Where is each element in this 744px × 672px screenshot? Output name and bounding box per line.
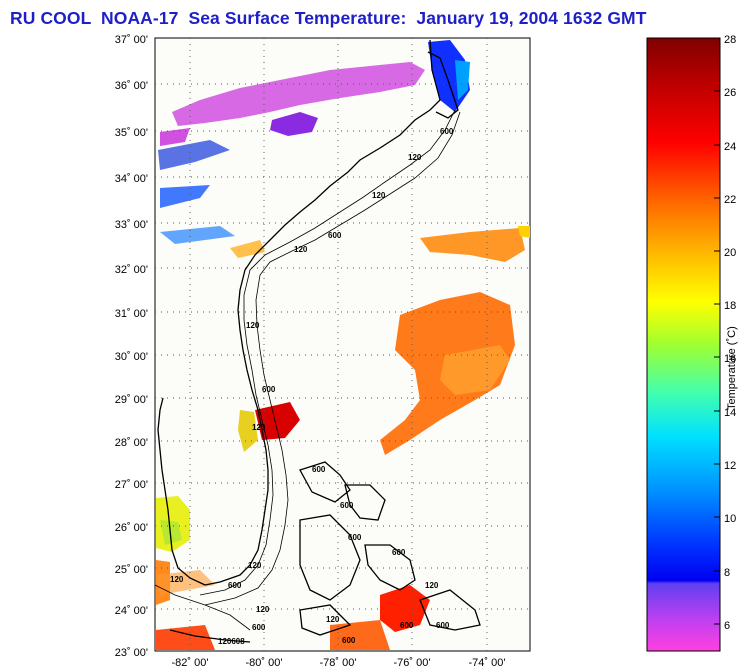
isobath-label: 600 bbox=[262, 385, 276, 394]
isobath-labels: 600 120 600 120 120 600 120 600 120 600 … bbox=[170, 127, 454, 646]
colorbar-ticks bbox=[714, 37, 720, 625]
isobath-label: 600 bbox=[312, 465, 326, 474]
isobath-label: 600 bbox=[436, 621, 450, 630]
lat-tick-label: 29˚ 00' bbox=[115, 394, 148, 406]
isobath-label: 120 bbox=[425, 581, 439, 590]
florida-west bbox=[157, 397, 206, 586]
lat-tick-labels: 37˚ 00' 36˚ 00' 35˚ 00' 34˚ 00' 33˚ 00' … bbox=[115, 34, 148, 659]
sst-patch-blue-2 bbox=[160, 185, 210, 208]
bahamas-1 bbox=[299, 461, 351, 503]
lat-tick-label: 34˚ 00' bbox=[115, 173, 148, 185]
lat-tick-label: 32˚ 00' bbox=[115, 264, 148, 276]
lat-tick-label: 35˚ 00' bbox=[115, 127, 148, 139]
coastlines bbox=[157, 39, 481, 643]
isobath-label: 120 bbox=[326, 615, 340, 624]
lat-tick-label: 23˚ 00' bbox=[115, 647, 148, 659]
colorbar-tick-label: 18 bbox=[724, 300, 736, 312]
colorbar-tick-label: 28 bbox=[724, 34, 736, 46]
sst-patch-yellow-florida bbox=[238, 410, 258, 452]
isobath-label: 120 bbox=[246, 321, 260, 330]
sst-patch-blue-3 bbox=[160, 226, 235, 244]
lon-tick-label: -82˚ 00' bbox=[172, 657, 209, 669]
sst-patch-yellow-ne bbox=[518, 226, 530, 238]
sst-patch-red-florida bbox=[255, 402, 300, 440]
east-coast bbox=[204, 39, 441, 586]
cuba bbox=[419, 589, 481, 631]
lat-tick-label: 26˚ 00' bbox=[115, 522, 148, 534]
isobath-label: 600 bbox=[228, 581, 242, 590]
isobath-label: 120 bbox=[256, 605, 270, 614]
isobath-label: 600 bbox=[252, 623, 266, 632]
lat-tick-label: 37˚ 00' bbox=[115, 34, 148, 46]
isobath-label: 120 bbox=[294, 245, 308, 254]
lat-tick-label: 30˚ 00' bbox=[115, 351, 148, 363]
colorbar-tick-label: 24 bbox=[724, 141, 736, 153]
lon-tick-label: -74˚ 00' bbox=[469, 657, 506, 669]
map-title: RU COOL NOAA-17 Sea Surface Temperature:… bbox=[10, 8, 647, 28]
bahamas-3 bbox=[299, 514, 361, 601]
bahamas-5 bbox=[299, 604, 352, 636]
bahamas-4 bbox=[364, 544, 416, 591]
isobath-label: 120 bbox=[248, 561, 262, 570]
sst-patches bbox=[156, 40, 530, 650]
sst-patch-violet bbox=[270, 112, 318, 136]
bahamas-2 bbox=[344, 484, 386, 521]
sst-patch-orange-ne bbox=[420, 228, 525, 262]
gridlines bbox=[155, 38, 530, 651]
isobath-label: 600 bbox=[392, 548, 406, 557]
sst-patch-orange-south-2 bbox=[156, 570, 215, 595]
colorbar-tick-label: 14 bbox=[724, 407, 736, 419]
isobath-label: 600 bbox=[400, 621, 414, 630]
colorbar-tick-label: 10 bbox=[724, 513, 736, 525]
outer-banks bbox=[427, 51, 459, 119]
isobath-label: 600 bbox=[340, 501, 354, 510]
isobath-label: 600 bbox=[348, 533, 362, 542]
lon-tick-label: -76˚ 00' bbox=[394, 657, 431, 669]
lat-tick-label: 33˚ 00' bbox=[115, 219, 148, 231]
keys bbox=[169, 629, 251, 643]
sst-patch-magenta-north bbox=[172, 62, 425, 126]
sst-patch-red-south bbox=[380, 585, 430, 632]
colorbar-tick-label: 8 bbox=[724, 567, 730, 579]
colorbar-tick-label: 22 bbox=[724, 194, 736, 206]
colorbar-tick-label: 6 bbox=[724, 620, 730, 632]
lat-tick-label: 28˚ 00' bbox=[115, 437, 148, 449]
sst-patch-blue-mid bbox=[158, 140, 230, 170]
isobath-label: 120 bbox=[170, 575, 184, 584]
lat-tick-label: 27˚ 00' bbox=[115, 479, 148, 491]
colorbar bbox=[646, 37, 721, 652]
colorbar-label: Temperature (˚C) bbox=[726, 326, 738, 410]
sst-patch-orange-light bbox=[440, 345, 510, 395]
colorbar-tick-label: 16 bbox=[724, 353, 736, 365]
isobath-label: 120 bbox=[252, 423, 266, 432]
isobath-label: 120 bbox=[408, 153, 422, 162]
sst-patch-red-keys bbox=[156, 625, 215, 650]
colorbar-tick-labels: 28 26 24 22 20 18 16 14 12 10 8 6 bbox=[724, 34, 736, 632]
sst-patch-magenta-2 bbox=[160, 128, 190, 146]
colorbar-tick-label: 20 bbox=[724, 247, 736, 259]
isobath-label: 600 bbox=[342, 636, 356, 645]
isobath-label: 120 bbox=[372, 191, 386, 200]
lat-tick-label: 36˚ 00' bbox=[115, 80, 148, 92]
isobath-label: 600 bbox=[440, 127, 454, 136]
lat-tick-label: 24˚ 00' bbox=[115, 605, 148, 617]
lat-tick-label: 25˚ 00' bbox=[115, 564, 148, 576]
isobath-label: 600 bbox=[328, 231, 342, 240]
colorbar-tick-label: 26 bbox=[724, 87, 736, 99]
colorbar-tick-label: 12 bbox=[724, 460, 736, 472]
lat-tick-label: 31˚ 00' bbox=[115, 308, 148, 320]
sst-patch-green-sw bbox=[160, 520, 182, 545]
isobaths bbox=[154, 109, 461, 631]
isobath-120 bbox=[199, 109, 456, 596]
sst-patch-cyan-north bbox=[455, 60, 470, 100]
lon-tick-label: -80˚ 00' bbox=[246, 657, 283, 669]
sst-patch-orange-south bbox=[330, 620, 390, 650]
lon-tick-label: -78˚ 00' bbox=[320, 657, 357, 669]
lon-tick-labels: -82˚ 00' -80˚ 00' -78˚ 00' -76˚ 00' -74˚… bbox=[172, 657, 506, 669]
isobath-shelf-west bbox=[154, 584, 251, 631]
isobath-600 bbox=[204, 111, 461, 606]
isobath-label: 120608 bbox=[218, 637, 245, 646]
